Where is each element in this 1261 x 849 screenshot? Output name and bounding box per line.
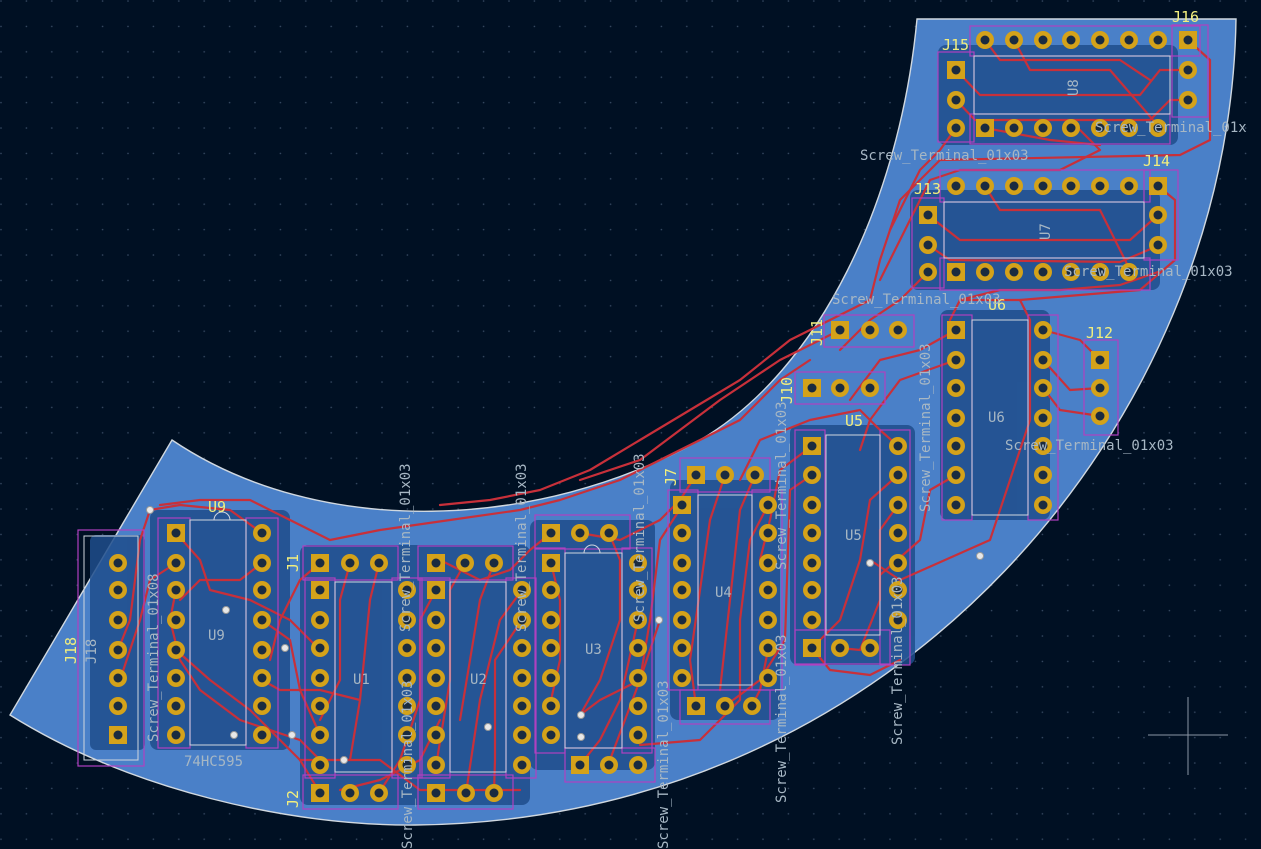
value-labels: U1 U2 U3 U4 U5 U6 U9 U7 U8 J18 74HC595 S… <box>84 79 1247 849</box>
ref-j1: J1 <box>284 554 302 572</box>
label-u7: U7 <box>1038 223 1054 240</box>
ref-j2: J2 <box>284 790 302 808</box>
label-u6b: U6 <box>988 410 1005 426</box>
ref-u9: U9 <box>208 498 226 516</box>
ref-u5: U5 <box>845 412 863 430</box>
value-j18-vertical: Screw_Terminal_01x08 <box>146 573 162 742</box>
silkscreen-outlines <box>83 55 1171 773</box>
vias <box>146 506 984 764</box>
label-u3: U3 <box>585 642 602 658</box>
reference-labels: J16 J15 J14 J13 U6 J12 U5 U9 J11 J10 J7 … <box>62 8 1199 808</box>
label-u1: U1 <box>353 672 370 688</box>
value-j4-vertical: Screw_Terminal_01x03 <box>400 680 416 849</box>
value-j13: Screw_Terminal_01x03 <box>832 292 1001 308</box>
ref-j7: J7 <box>662 468 680 486</box>
label-74hc595: 74HC595 <box>184 754 243 770</box>
value-j3-vertical: Screw_Terminal_01x03 <box>514 463 530 632</box>
label-j18b: J18 <box>84 639 100 664</box>
label-u4: U4 <box>715 585 732 601</box>
value-j16: Screw_Terminal_01x <box>1095 120 1247 136</box>
value-j11-vertical: Screw_Terminal_01x03 <box>918 343 934 512</box>
ref-j16: J16 <box>1172 8 1199 26</box>
ref-j13: J13 <box>914 180 941 198</box>
label-u2: U2 <box>470 672 487 688</box>
value-j15: Screw_Terminal_01x03 <box>860 148 1029 164</box>
value-j1-vertical: Screw_Terminal_01x03 <box>398 463 414 632</box>
value-j8-vertical: Screw_Terminal_01x03 <box>774 634 790 803</box>
ref-j14: J14 <box>1143 152 1170 170</box>
label-u5b: U5 <box>845 528 862 544</box>
ref-u6: U6 <box>988 296 1006 314</box>
value-j14: Screw_Terminal_01x03 <box>1064 264 1233 280</box>
label-u8: U8 <box>1066 79 1082 96</box>
ref-j15: J15 <box>942 36 969 54</box>
ref-j18a: J18 <box>62 637 80 664</box>
value-j10-vertical: Screw_Terminal_01x03 <box>774 401 790 570</box>
ref-j10: J10 <box>778 377 796 404</box>
value-j2-vertical: Screw_Terminal_01x03 <box>656 680 672 849</box>
value-j12: Screw_Terminal_01x03 <box>1005 438 1174 454</box>
ref-j12: J12 <box>1086 324 1113 342</box>
ref-j11: J11 <box>808 319 826 346</box>
crosshair-cursor-icon <box>1148 697 1228 775</box>
value-j5-vertical: Screw_Terminal_01x03 <box>632 453 648 622</box>
value-j9-vertical: Screw_Terminal_01x03 <box>890 576 906 745</box>
label-u9b: U9 <box>208 628 225 644</box>
